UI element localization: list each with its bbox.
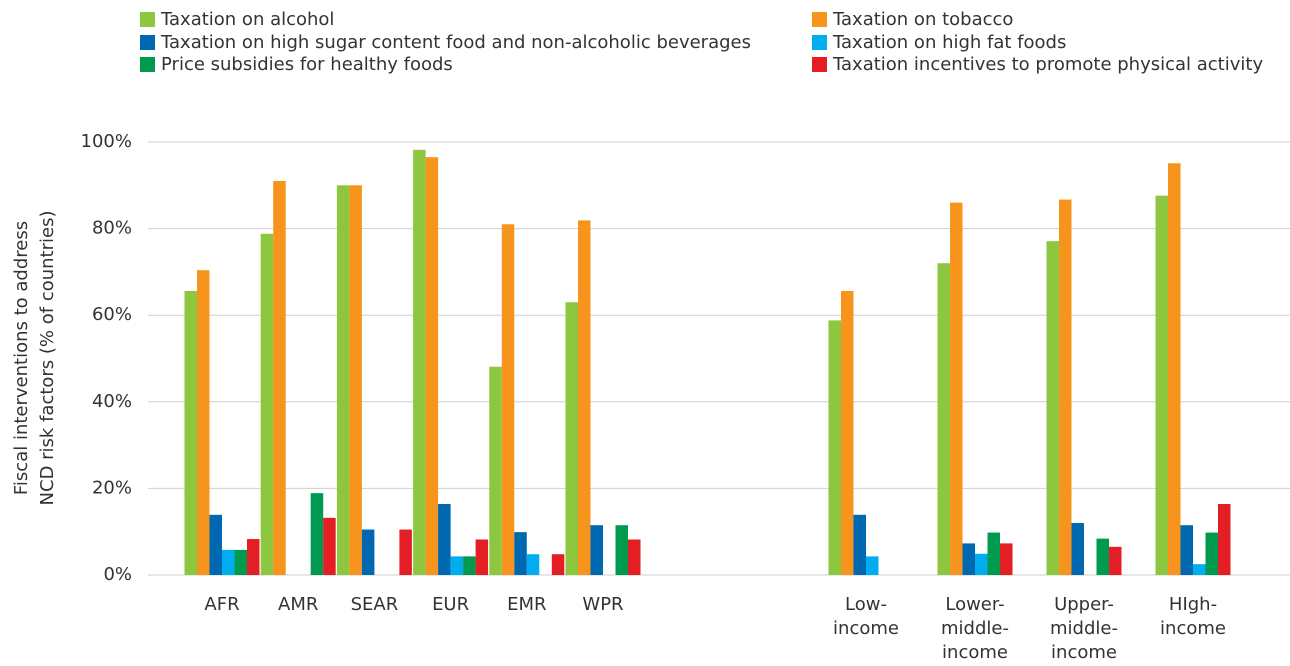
- legend-swatch: [140, 35, 155, 50]
- bar: [260, 233, 274, 575]
- x-tick-label: SEAR: [351, 594, 399, 615]
- x-tick-label-line: income: [1051, 642, 1117, 663]
- x-tick-label-line: SEAR: [351, 594, 399, 615]
- bar: [413, 149, 426, 575]
- legend-label: Taxation on high sugar content food and …: [160, 32, 751, 53]
- bar: [336, 185, 350, 576]
- legend-label: Taxation on high fat foods: [832, 32, 1066, 53]
- legend-label: Taxation incentives to promote physical …: [832, 54, 1263, 75]
- bar: [937, 263, 950, 575]
- bar: [1000, 543, 1013, 575]
- bar: [310, 493, 324, 575]
- x-tick-label: AFR: [204, 594, 239, 615]
- x-tick-label-line: middle-: [941, 618, 1009, 639]
- bar: [962, 543, 975, 575]
- bar: [361, 529, 375, 575]
- legend-label: Taxation on alcohol: [160, 9, 334, 30]
- bar: [234, 549, 247, 575]
- x-tick-label-line: Low-: [845, 594, 887, 615]
- y-axis-label: Fiscal interventions to address: [11, 221, 32, 495]
- bar: [828, 320, 841, 575]
- bar: [841, 290, 854, 575]
- legend-swatch: [140, 57, 155, 72]
- bar: [950, 202, 963, 575]
- y-axis-label: NCD risk factors (% of countries): [37, 211, 58, 506]
- bar: [399, 529, 412, 575]
- bar: [463, 556, 476, 575]
- bar: [1046, 241, 1059, 576]
- y-tick-label: 60%: [92, 304, 132, 325]
- bar: [209, 514, 222, 575]
- x-tick-label-line: WPR: [582, 594, 623, 615]
- x-tick-label-line: Upper-: [1054, 594, 1114, 615]
- x-tick-label-line: income: [942, 642, 1008, 663]
- x-tick-label-line: HIgh-: [1169, 594, 1217, 615]
- bar: [349, 185, 362, 576]
- bar: [489, 366, 502, 575]
- x-tick-label-line: AFR: [204, 594, 239, 615]
- bar: [1096, 538, 1109, 575]
- legend-label: Taxation on tobacco: [832, 9, 1013, 30]
- bar: [1218, 503, 1231, 575]
- bar: [615, 525, 628, 575]
- bar: [987, 532, 1000, 575]
- bar: [184, 290, 197, 575]
- bar: [425, 157, 439, 575]
- x-tick-label: Low-income: [833, 594, 899, 639]
- x-tick-label: WPR: [582, 594, 623, 615]
- x-tick-label-line: AMR: [278, 594, 318, 615]
- legend-swatch: [140, 12, 155, 27]
- bar: [1180, 525, 1193, 575]
- y-tick-label: 100%: [81, 131, 132, 152]
- bar: [628, 539, 641, 575]
- x-tick-label: AMR: [278, 594, 318, 615]
- x-tick-label-line: income: [833, 618, 899, 639]
- x-tick-label-line: EUR: [432, 594, 469, 615]
- bar: [866, 556, 879, 575]
- bar: [501, 224, 515, 575]
- x-tick-label: Upper-middle-income: [1050, 594, 1118, 663]
- bar: [475, 539, 489, 575]
- bar: [450, 556, 464, 575]
- bar: [526, 554, 540, 575]
- y-tick-label: 20%: [92, 477, 132, 498]
- x-tick-label: EMR: [507, 594, 546, 615]
- legend-label: Price subsidies for healthy foods: [161, 54, 453, 75]
- bar: [247, 539, 260, 575]
- x-tick-label-line: EMR: [507, 594, 546, 615]
- x-tick-label-line: income: [1160, 618, 1226, 639]
- y-tick-label: 80%: [92, 218, 132, 239]
- bar: [273, 180, 286, 575]
- y-tick-label: 0%: [103, 564, 132, 585]
- legend-swatch: [812, 57, 827, 72]
- x-tick-label: EUR: [432, 594, 469, 615]
- bar: [565, 302, 578, 575]
- bar: [1168, 163, 1181, 576]
- bar: [1109, 546, 1122, 575]
- bar: [975, 553, 988, 575]
- bar: [438, 503, 451, 575]
- y-tick-label: 40%: [92, 391, 132, 412]
- x-tick-label: HIgh-income: [1160, 594, 1226, 639]
- bar: [323, 517, 336, 575]
- bar: [1155, 195, 1168, 575]
- x-tick-label-line: middle-: [1050, 618, 1118, 639]
- bar: [853, 514, 866, 575]
- x-tick-label-line: Lower-: [945, 594, 1004, 615]
- bar: [197, 270, 210, 575]
- bar: [1071, 523, 1084, 575]
- bar: [1205, 532, 1218, 575]
- bar: [578, 220, 591, 576]
- legend-swatch: [812, 12, 827, 27]
- bar: [222, 549, 235, 575]
- x-tick-label: Lower-middle-income: [941, 594, 1009, 663]
- bar: [514, 532, 527, 575]
- bar: [590, 525, 603, 575]
- bar: [551, 554, 565, 575]
- legend-swatch: [812, 35, 827, 50]
- bar: [1193, 564, 1206, 575]
- bar: [1059, 199, 1072, 576]
